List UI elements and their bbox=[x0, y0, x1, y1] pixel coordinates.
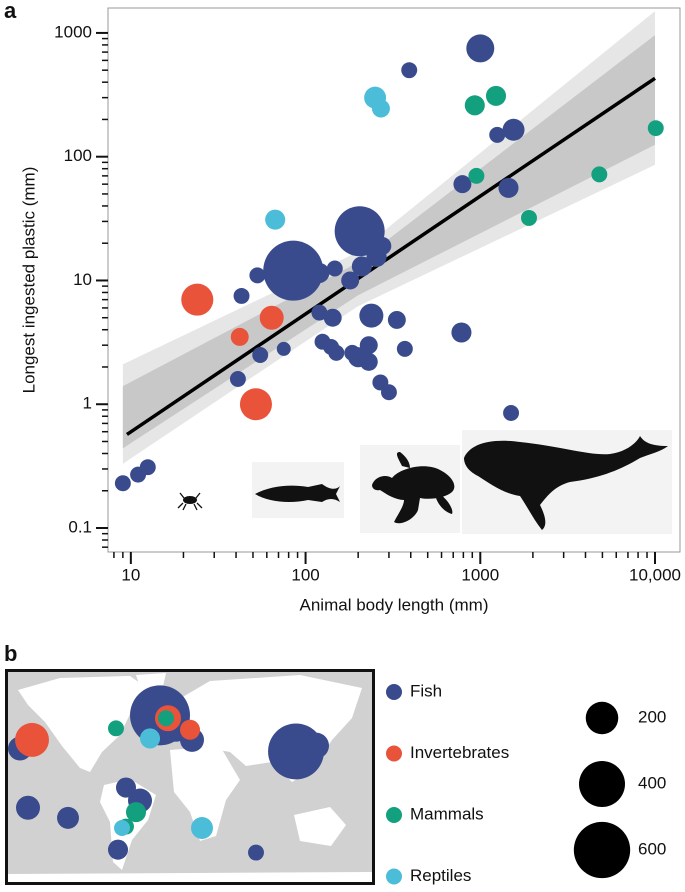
map-bubble bbox=[15, 722, 49, 757]
data-point bbox=[249, 267, 266, 284]
data-point bbox=[401, 62, 418, 79]
data-point bbox=[311, 304, 328, 321]
panel-label: a bbox=[4, 0, 17, 23]
data-point bbox=[453, 175, 472, 194]
map-bubble bbox=[248, 844, 264, 861]
size-legend-circle bbox=[573, 821, 631, 879]
data-point bbox=[328, 344, 345, 361]
data-point bbox=[263, 240, 324, 301]
legend-label: Reptiles bbox=[410, 866, 471, 885]
map-bubble bbox=[15, 795, 41, 820]
map-bubble bbox=[191, 817, 213, 839]
fish-icon bbox=[255, 484, 340, 502]
data-point bbox=[387, 310, 406, 329]
size-legend-circle bbox=[585, 701, 619, 735]
data-point bbox=[341, 271, 360, 290]
data-point bbox=[489, 126, 506, 143]
map-panel: Fish Invertebrates Mammals Reptiles 200 400 60… bbox=[5, 669, 666, 885]
data-point bbox=[464, 95, 485, 116]
map-bubble bbox=[108, 720, 124, 737]
panel-label: b bbox=[4, 641, 17, 666]
size-legend-circle bbox=[579, 761, 625, 807]
y-axis-label: Longest ingested plastic (mm) bbox=[19, 167, 38, 394]
data-point bbox=[326, 260, 343, 277]
x-axis-label: Animal body length (mm) bbox=[300, 595, 489, 614]
data-point bbox=[359, 352, 378, 371]
y-tick-label: 10 bbox=[73, 270, 92, 289]
data-point bbox=[485, 85, 507, 106]
data-point bbox=[359, 303, 384, 328]
regression-line bbox=[125, 76, 656, 436]
data-point bbox=[591, 166, 608, 183]
data-point bbox=[334, 206, 385, 257]
y-tick-label: 0.1 bbox=[68, 517, 92, 536]
data-point bbox=[181, 283, 214, 316]
x-tick-label: 1000 bbox=[461, 565, 499, 584]
data-point bbox=[276, 341, 291, 356]
data-point bbox=[230, 327, 249, 346]
data-point bbox=[351, 256, 372, 277]
x-tick-label: 100 bbox=[291, 565, 319, 584]
map-bubble bbox=[57, 806, 79, 829]
data-point bbox=[503, 405, 520, 421]
data-point bbox=[498, 177, 519, 198]
data-point bbox=[323, 308, 342, 327]
data-point bbox=[114, 475, 131, 492]
map-bubble bbox=[179, 719, 201, 740]
legend-swatch bbox=[386, 868, 402, 885]
data-point bbox=[139, 459, 156, 476]
y-tick-label: 1 bbox=[83, 394, 92, 413]
size-legend-label: 200 bbox=[638, 707, 666, 726]
map-bubble bbox=[302, 732, 330, 759]
y-tick-label: 1000 bbox=[54, 22, 92, 41]
legend-label: Invertebrates bbox=[410, 743, 509, 762]
whale-icon bbox=[464, 436, 668, 530]
x-tick-label: 10,000 bbox=[629, 565, 681, 584]
data-point bbox=[233, 287, 250, 304]
map-frame bbox=[5, 669, 375, 885]
map-bubble bbox=[139, 728, 161, 749]
map-bubble bbox=[158, 710, 174, 727]
legend-swatch bbox=[386, 745, 402, 762]
data-point bbox=[229, 371, 246, 387]
data-point bbox=[466, 34, 495, 63]
legend-label: Mammals bbox=[410, 804, 484, 823]
data-point bbox=[366, 246, 387, 267]
map-bubble bbox=[107, 839, 129, 860]
y-tick-label: 100 bbox=[64, 146, 92, 165]
data-point bbox=[359, 336, 378, 355]
turtle-icon bbox=[372, 452, 455, 524]
x-tick-label: 10 bbox=[121, 565, 140, 584]
legend-swatch bbox=[386, 807, 402, 823]
data-point bbox=[309, 262, 330, 283]
data-point bbox=[371, 99, 390, 118]
data-point bbox=[647, 120, 664, 137]
data-point bbox=[239, 388, 272, 421]
data-point bbox=[451, 322, 472, 343]
legend-label: Fish bbox=[410, 681, 442, 700]
data-point bbox=[259, 305, 284, 330]
silhouettes bbox=[177, 430, 672, 534]
map-bubble bbox=[125, 802, 147, 823]
data-point bbox=[468, 167, 485, 184]
size-legend-label: 600 bbox=[638, 839, 666, 858]
map-bubble bbox=[115, 777, 137, 798]
data-point bbox=[252, 347, 269, 363]
scatter-plot: 10 100 1000 10,000 0.1 1 10 100 1000 bbox=[54, 7, 681, 584]
data-point bbox=[380, 384, 397, 401]
data-point bbox=[396, 340, 413, 357]
data-point bbox=[502, 118, 525, 141]
crab-icon bbox=[177, 492, 203, 511]
legend-swatch bbox=[386, 684, 402, 700]
data-point bbox=[521, 209, 537, 226]
map-bubble bbox=[114, 820, 130, 836]
data-point bbox=[265, 209, 286, 230]
size-legend-label: 400 bbox=[638, 773, 666, 792]
map-bubbles bbox=[8, 685, 330, 861]
